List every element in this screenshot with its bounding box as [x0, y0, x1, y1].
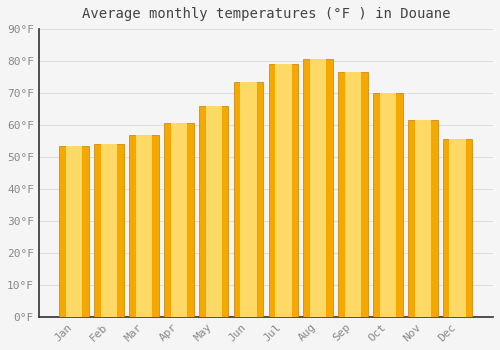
Bar: [234, 82, 264, 317]
Bar: [275, 64, 291, 317]
Bar: [304, 60, 333, 317]
Bar: [338, 72, 368, 317]
Bar: [380, 93, 396, 317]
Bar: [450, 139, 466, 317]
Bar: [136, 134, 152, 317]
Bar: [94, 144, 124, 317]
Bar: [101, 144, 117, 317]
Bar: [129, 134, 159, 317]
Bar: [199, 106, 228, 317]
Bar: [345, 72, 361, 317]
Bar: [373, 93, 402, 317]
Title: Average monthly temperatures (°F ) in Douane: Average monthly temperatures (°F ) in Do…: [82, 7, 450, 21]
Bar: [268, 64, 298, 317]
Bar: [206, 106, 222, 317]
Bar: [408, 120, 438, 317]
Bar: [164, 123, 194, 317]
Bar: [60, 146, 89, 317]
Bar: [310, 60, 326, 317]
Bar: [66, 146, 82, 317]
Bar: [414, 120, 431, 317]
Bar: [443, 139, 472, 317]
Bar: [170, 123, 187, 317]
Bar: [240, 82, 256, 317]
